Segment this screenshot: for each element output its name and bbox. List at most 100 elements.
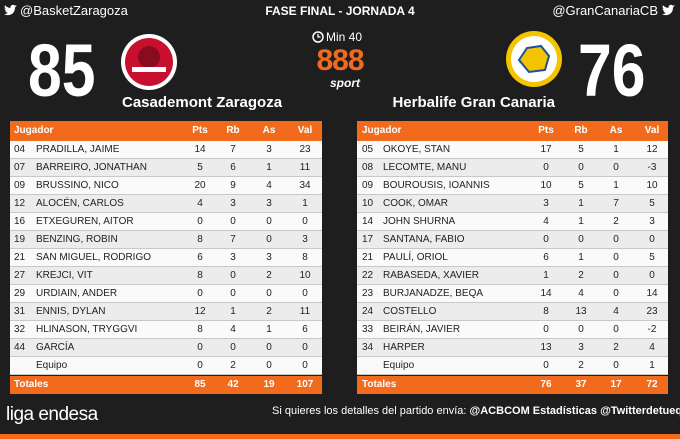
home-score: 85 — [28, 29, 96, 112]
table-row — [10, 339, 322, 357]
totals-cell: 107 — [296, 379, 314, 390]
stat-cell: 2 — [230, 360, 236, 371]
table-row — [357, 303, 668, 321]
player-name: SANTANA, FABIO — [383, 234, 465, 245]
table-row — [357, 195, 668, 213]
stat-cell: 0 — [543, 324, 549, 335]
player-name: URDIAIN, ANDER — [36, 288, 118, 299]
league-logo: liga endesa — [6, 404, 98, 425]
player-name: Equipo — [36, 360, 68, 371]
player-name: ALOCÉN, CARLOS — [36, 198, 124, 209]
stat-cell: 14 — [646, 288, 658, 299]
stat-cell: 3 — [230, 198, 236, 209]
table-row — [357, 267, 668, 285]
stat-cell: 0 — [266, 216, 272, 227]
player-name: BURJANADZE, BEQA — [383, 288, 484, 299]
table-row — [357, 177, 668, 195]
table-row — [357, 159, 668, 177]
stat-cell: 0 — [302, 216, 308, 227]
player-name: COSTELLO — [383, 306, 437, 317]
sponsor-sub: sport — [330, 76, 360, 90]
stat-cell: 0 — [543, 360, 549, 371]
away-name: Herbalife Gran Canaria — [392, 94, 555, 111]
totals-row — [357, 376, 668, 394]
table-header — [10, 121, 322, 141]
clock-icon — [312, 31, 324, 43]
column-header: Val — [644, 125, 660, 136]
footer-message: Si quieres los detalles del partido enví… — [272, 405, 680, 417]
player-name: ENNIS, DYLAN — [36, 306, 106, 317]
stat-cell: 12 — [194, 306, 206, 317]
stat-cell: 4 — [578, 288, 584, 299]
footer-contact: @Twitterdetuequipo — [600, 405, 680, 417]
player-name: GARCÍA — [36, 342, 75, 353]
stat-cell: 0 — [230, 288, 236, 299]
player-number: 22 — [362, 270, 374, 281]
stat-cell: 12 — [646, 144, 658, 155]
stat-cell: 14 — [194, 144, 206, 155]
totals-cell: 42 — [227, 379, 239, 390]
stat-cell: 1 — [578, 216, 584, 227]
stat-cell: 0 — [230, 342, 236, 353]
table-row — [10, 357, 322, 375]
player-name: HLINASON, TRYGGVI — [36, 324, 138, 335]
player-name: SAN MIGUEL, RODRIGO — [36, 252, 152, 263]
player-number: 27 — [14, 270, 26, 281]
stat-cell: 2 — [613, 216, 619, 227]
stat-cell: 0 — [649, 234, 655, 245]
player-name: PRADILLA, JAIME — [36, 144, 120, 155]
player-number: 32 — [14, 324, 26, 335]
stat-cell: 3 — [266, 252, 272, 263]
stat-cell: 7 — [613, 198, 619, 209]
totals-cell: 37 — [575, 379, 587, 390]
stat-cell: 4 — [230, 324, 236, 335]
stat-cell: 0 — [578, 162, 584, 173]
player-number: 10 — [362, 198, 374, 209]
player-number: 34 — [362, 342, 374, 353]
stat-cell: 3 — [578, 342, 584, 353]
stat-cell: -3 — [647, 162, 657, 173]
stat-cell: 1 — [302, 198, 308, 209]
stat-cell: 3 — [230, 252, 236, 263]
stat-cell: 0 — [543, 234, 549, 245]
stat-cell: 11 — [299, 162, 311, 173]
stat-cell: 9 — [230, 180, 236, 191]
stat-cell: 10 — [540, 180, 552, 191]
table-row — [357, 357, 668, 375]
totals-cell: 85 — [194, 379, 206, 390]
stat-cell: 8 — [302, 252, 308, 263]
stat-cell: 0 — [578, 324, 584, 335]
player-name: BARREIRO, JONATHAN — [36, 162, 147, 173]
table-row — [10, 195, 322, 213]
footer-text: Si quieres los detalles del partido enví… — [272, 405, 467, 417]
column-header: Rb — [574, 125, 588, 136]
stat-cell: 0 — [266, 360, 272, 371]
player-number: 07 — [14, 162, 26, 173]
player-number: 19 — [14, 234, 26, 245]
table-row — [357, 213, 668, 231]
table-row — [357, 285, 668, 303]
stat-cell: 3 — [649, 216, 655, 227]
stat-cell: 1 — [578, 252, 584, 263]
player-number: 44 — [14, 342, 26, 353]
footer-bar — [0, 434, 680, 439]
totals-cell: 72 — [646, 379, 658, 390]
away-logo — [506, 31, 562, 87]
player-name: BEIRÁN, JAVIER — [383, 324, 461, 335]
stat-cell: 4 — [543, 216, 549, 227]
right-handle: @GranCanariaCB — [552, 3, 658, 18]
stat-cell: 2 — [578, 270, 584, 281]
stat-cell: 6 — [543, 252, 549, 263]
player-number: 31 — [14, 306, 26, 317]
table-row — [357, 141, 668, 159]
stat-cell: 4 — [266, 180, 272, 191]
stat-cell: 11 — [299, 306, 311, 317]
stat-cell: 2 — [613, 342, 619, 353]
stat-cell: 2 — [266, 306, 272, 317]
minute: Min 40 — [326, 30, 363, 44]
column-header: Pts — [538, 125, 554, 136]
player-name: BENZING, ROBIN — [36, 234, 118, 245]
stat-cell: 0 — [613, 234, 619, 245]
stat-cell: 1 — [266, 162, 272, 173]
stat-cell: 3 — [543, 198, 549, 209]
